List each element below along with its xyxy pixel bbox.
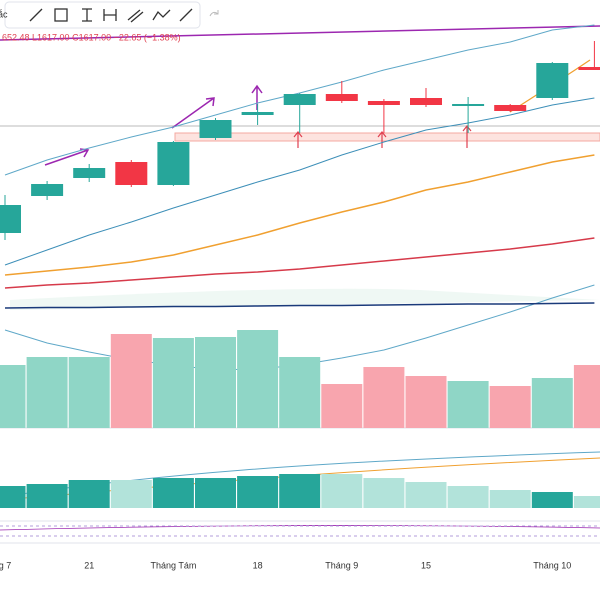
histogram-bar — [237, 476, 279, 508]
volume-bar — [573, 365, 600, 428]
volume-bar — [321, 384, 363, 428]
tool-measure[interactable] — [103, 9, 117, 21]
trend-line — [0, 25, 600, 41]
x-tick-label: Tháng 9 — [325, 560, 358, 570]
volume-bar — [26, 357, 68, 428]
tool-line[interactable] — [29, 8, 43, 22]
drawing-toolbar — [4, 1, 201, 29]
arrows-red — [293, 125, 472, 148]
histogram-bar — [110, 480, 152, 508]
volume-bar — [237, 330, 279, 428]
arrows — [44, 84, 263, 166]
candle-body — [199, 120, 232, 138]
partial-label: ắc — [0, 9, 8, 19]
tool-cursor[interactable] — [82, 8, 92, 22]
indicator-line — [4, 154, 595, 276]
indicator-line — [4, 237, 595, 289]
volume-bar — [0, 365, 26, 428]
histogram-bar — [321, 474, 363, 508]
histogram-bar — [447, 486, 489, 508]
x-tick-label: Tháng 10 — [533, 560, 571, 570]
volume-bar — [405, 376, 447, 428]
histogram-bar — [279, 474, 321, 508]
volume-bar — [68, 357, 110, 428]
histogram-bar — [363, 478, 405, 508]
histogram-bar — [489, 490, 531, 508]
histogram-bar — [531, 492, 573, 508]
volume-bar — [447, 381, 489, 428]
x-tick-label: 15 — [421, 560, 431, 570]
indicator-line — [4, 97, 595, 266]
histogram-bar — [0, 486, 26, 508]
volume-bar — [279, 357, 321, 428]
x-tick-label: g 7 — [0, 560, 11, 570]
candle-body — [536, 63, 569, 98]
redo[interactable] — [209, 10, 219, 17]
tool-rect[interactable] — [54, 8, 68, 22]
candle-body — [452, 104, 485, 106]
histogram-bar — [573, 496, 600, 508]
candle-body — [0, 205, 21, 233]
histogram-bar — [68, 480, 110, 508]
area-fill — [10, 288, 600, 310]
histogram-bar — [195, 478, 236, 508]
candle-body — [115, 162, 148, 185]
candle-body — [367, 101, 400, 105]
zone — [174, 132, 600, 142]
ohlc-legend: 652.48 L1617.00 C1617.00 −22.65 (−1.38%) — [2, 32, 181, 42]
tool-path[interactable] — [152, 9, 171, 21]
candle-body — [494, 105, 527, 111]
candle-body — [73, 168, 106, 178]
volume-bar — [152, 338, 194, 428]
histogram-bar — [405, 482, 447, 508]
tool-channel[interactable] — [127, 9, 144, 23]
candle-body — [241, 112, 274, 115]
volume-bar — [195, 337, 236, 428]
candle-body — [578, 67, 600, 70]
volume-bar — [110, 334, 152, 428]
x-tick-label: 18 — [253, 560, 263, 570]
candle-body — [325, 94, 358, 101]
volume-bar — [363, 367, 405, 428]
candle-body — [157, 142, 190, 185]
volume-bar — [489, 386, 531, 428]
volume-bar — [531, 378, 573, 428]
x-tick-label: 21 — [84, 560, 94, 570]
histogram-bar — [26, 484, 68, 508]
x-tick-label: Tháng Tám — [150, 560, 196, 570]
candle-body — [410, 98, 442, 105]
candle-body — [31, 184, 64, 196]
tool-ray[interactable] — [179, 8, 193, 22]
indicator-line — [4, 302, 595, 309]
candle-body — [283, 94, 316, 105]
histogram-bar — [152, 478, 194, 508]
